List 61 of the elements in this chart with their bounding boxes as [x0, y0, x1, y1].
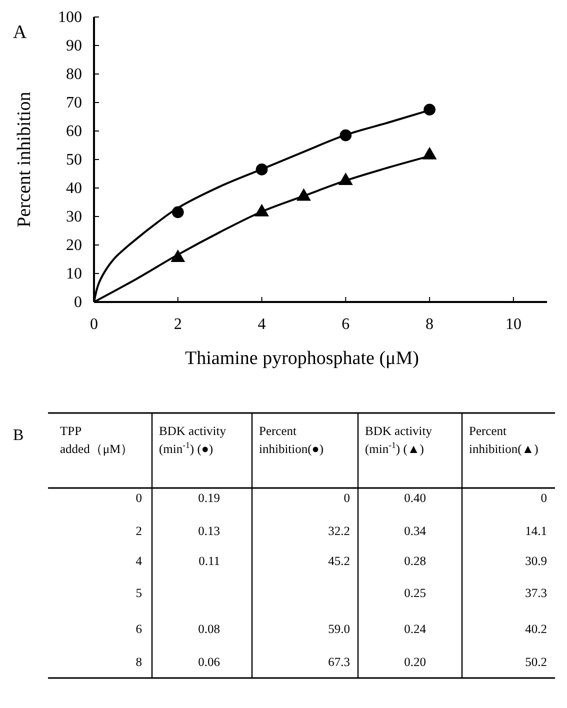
point: [256, 164, 268, 176]
data-label: 0.06: [198, 655, 220, 669]
x-tick-label: 8: [426, 316, 434, 333]
data-label: 0.24: [404, 622, 427, 636]
category-label: 6: [136, 622, 142, 636]
data-label: 14.1: [525, 524, 547, 538]
category-label: 0: [136, 491, 142, 505]
y-tick-label: 40: [66, 180, 82, 197]
data-label: 50.2: [525, 655, 547, 669]
data-label: 30.9: [525, 554, 547, 568]
text: BDK activity (min$^{-1}$) (●): [159, 424, 227, 456]
data-label: 0.11: [198, 554, 220, 568]
y-tick-label: 10: [66, 266, 82, 282]
y-axis-title: Percent inhibition: [14, 91, 35, 228]
text: TPP added（μM）: [60, 424, 134, 456]
data-label: 0.08: [198, 622, 220, 636]
y-tick-label: 70: [66, 94, 82, 112]
y-tick-label: 100: [58, 9, 82, 26]
data-label: 67.3: [328, 655, 350, 669]
text: Percent inhibition(▲): [469, 424, 538, 456]
x-tick-label: 6: [342, 316, 350, 333]
data-label: 37.3: [525, 586, 547, 600]
y-tick-label: 60: [66, 123, 82, 140]
x-axis-title: Thiamine pyrophosphate (μM): [185, 348, 419, 369]
point: [254, 204, 269, 216]
data-label: 0: [344, 491, 350, 505]
y-tick-label: 90: [66, 38, 82, 54]
x-tick-label: 2: [174, 316, 182, 333]
point: [296, 188, 311, 201]
point: [338, 172, 353, 186]
y-tick-label: 80: [66, 66, 82, 83]
y-tick-label: 30: [66, 208, 82, 226]
y-tick-label: 0: [74, 294, 82, 311]
chart-title: A: [13, 22, 27, 43]
point: [340, 129, 352, 142]
x-tick-label: 4: [258, 316, 266, 333]
data-label: 0.40: [404, 491, 426, 505]
data-label: 0.13: [198, 524, 220, 538]
data-label: 59.0: [328, 622, 350, 636]
y-tick-label: 20: [66, 237, 82, 254]
data-label: 0: [540, 491, 547, 505]
category-label: 8: [136, 655, 142, 669]
data-label: 0.20: [404, 655, 426, 669]
text: BDK activity (min$^{-1}$) (▲): [365, 424, 433, 456]
category-label: 5: [136, 586, 142, 600]
point: [170, 250, 186, 262]
y-tick-label: 50: [66, 152, 82, 168]
data-label: 0.19: [198, 491, 220, 505]
text: B: [13, 427, 24, 444]
data-label: 0.34: [404, 524, 427, 538]
data-label: 40.2: [525, 622, 547, 636]
point: [424, 104, 436, 116]
x-tick-label: 10: [505, 316, 522, 333]
category-label: 2: [136, 524, 142, 538]
data-label: 0.25: [404, 586, 426, 600]
category-label: 4: [136, 554, 143, 568]
data-label: 45.2: [328, 554, 350, 568]
data-label: 32.2: [328, 524, 350, 538]
text: Percent inhibition(●): [259, 424, 324, 456]
data-label: 0.28: [404, 554, 426, 568]
x-tick-label: 0: [90, 316, 98, 333]
